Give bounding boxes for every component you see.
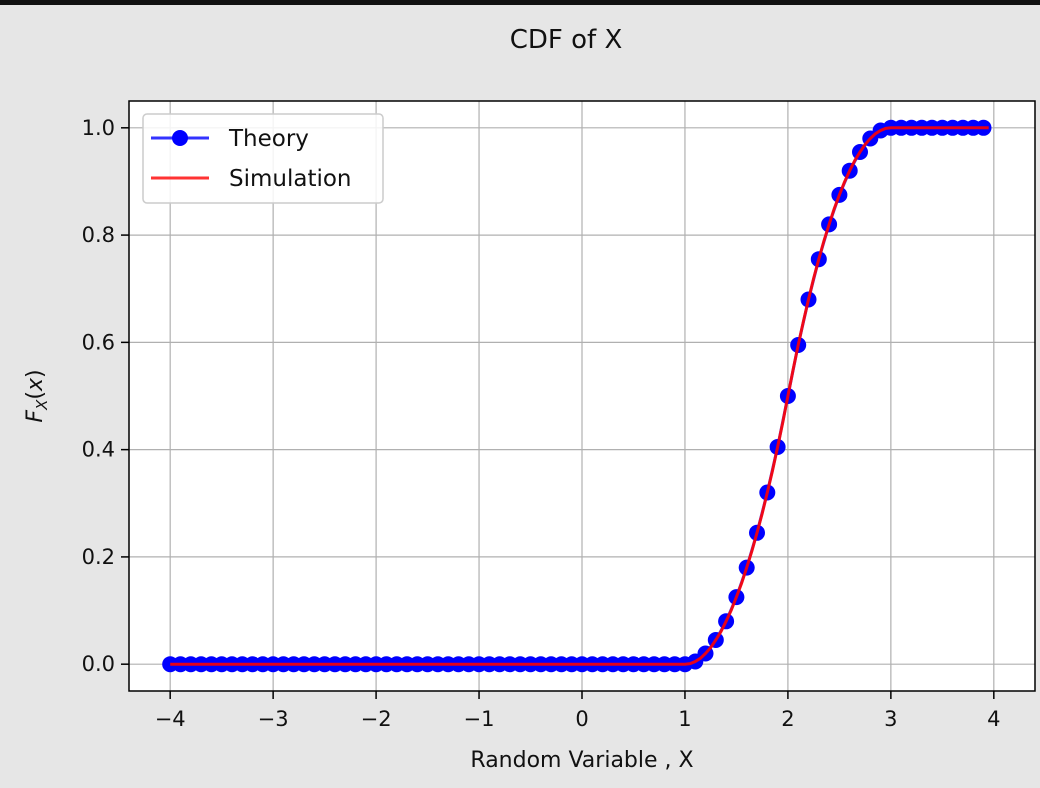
x-tick-label: 3 bbox=[884, 707, 897, 731]
simulation-line bbox=[170, 126, 989, 666]
y-axis-title-subscript: X bbox=[33, 399, 51, 411]
chart-title: CDF of X bbox=[510, 25, 623, 55]
y-tick-label: 0.6 bbox=[82, 330, 115, 354]
legend-box bbox=[142, 113, 384, 204]
y-tick-label: 0.4 bbox=[82, 438, 115, 462]
x-tick-label: −4 bbox=[155, 707, 186, 731]
x-tick-label: 0 bbox=[575, 707, 588, 731]
series-layer bbox=[162, 119, 992, 673]
x-axis-title: Random Variable , X bbox=[470, 748, 693, 773]
y-tick-label: 0.2 bbox=[82, 545, 115, 569]
y-axis-title-main: F bbox=[23, 410, 48, 423]
x-tick-label: −1 bbox=[464, 707, 495, 731]
y-axis-title-close: ) bbox=[23, 369, 48, 378]
y-axis-title-arg: ( bbox=[23, 391, 48, 400]
x-tick-label: −2 bbox=[361, 707, 392, 731]
y-axis-title: FX(x) bbox=[23, 369, 51, 422]
y-tick-label: 0.0 bbox=[82, 652, 115, 676]
x-tick-label: −3 bbox=[258, 707, 289, 731]
legend: Theory Simulation bbox=[142, 113, 384, 204]
window-top-bar bbox=[0, 0, 1040, 5]
x-tick-label: 4 bbox=[987, 707, 1000, 731]
y-tick-label: 1.0 bbox=[82, 116, 115, 140]
axis-ticks: −4 −3 −2 −1 0 1 2 3 4 0.0 0.2 0.4 0.6 0.8 1.0 bbox=[82, 116, 1001, 731]
y-axis-title-var: x bbox=[23, 377, 48, 392]
x-tick-label: 2 bbox=[781, 707, 794, 731]
legend-theory-label: Theory bbox=[228, 126, 309, 152]
x-tick-label: 1 bbox=[678, 707, 691, 731]
legend-simulation-label: Simulation bbox=[229, 166, 352, 192]
legend-theory-marker bbox=[172, 130, 188, 146]
y-tick-label: 0.8 bbox=[82, 223, 115, 247]
